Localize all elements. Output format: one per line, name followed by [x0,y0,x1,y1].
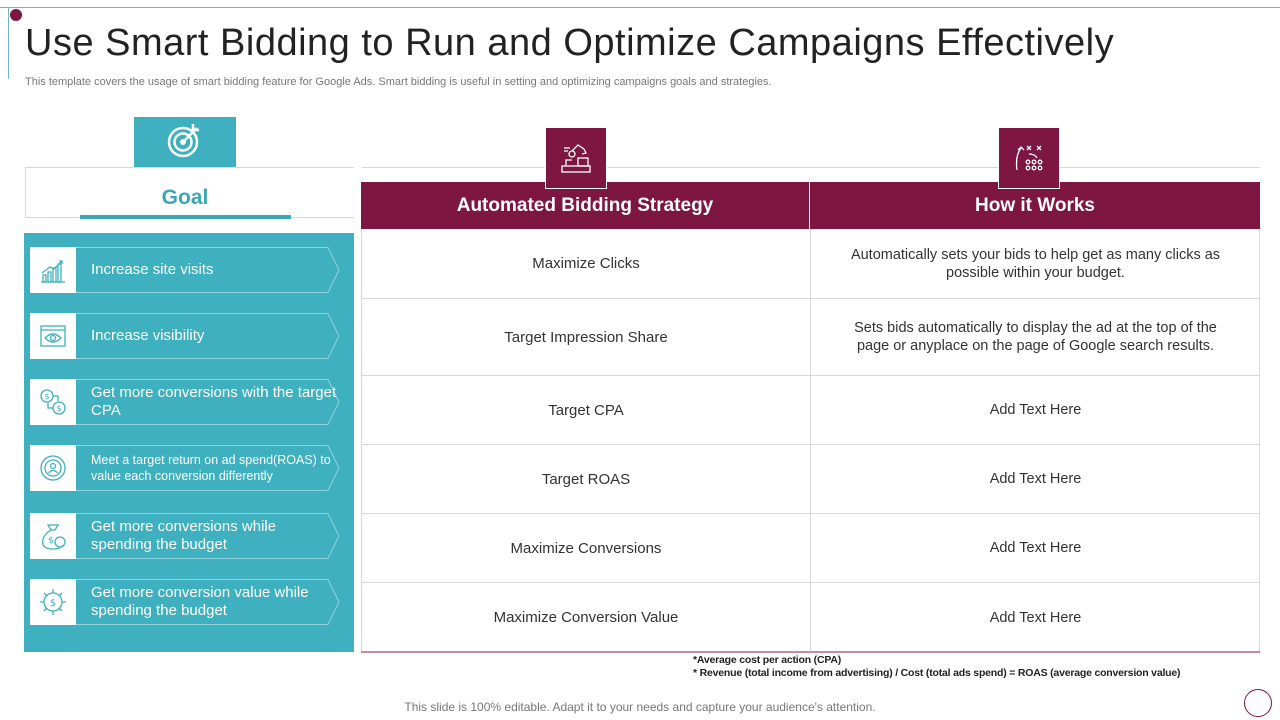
eye-browser-icon [30,313,76,359]
corner-circle [1244,689,1272,717]
table-row: Target Impression Share Sets bids automa… [361,299,1260,376]
strategy-cell: Maximize Conversion Value [362,583,811,652]
goal-item-arrow [76,313,340,359]
table-row: Maximize Conversions Add Text Here [361,514,1260,583]
goal-header-underline [80,215,291,219]
strategy-cell: Target Impression Share [362,299,811,375]
goal-item-label: Get more conversions while spending the … [91,518,277,553]
strategy-play-icon [998,127,1060,189]
svg-text:$: $ [44,392,49,401]
goal-item: Increase visibility [30,313,340,359]
goal-item-label: Meet a target return on ad spend(ROAS) t… [91,453,331,483]
goal-item-arrow [76,247,340,293]
svg-text:$: $ [50,598,56,609]
how-it-works-cell: Sets bids automatically to display the a… [854,320,1217,354]
how-it-works-cell: Add Text Here [989,609,1082,626]
header-automated-bidding-strategy: Automated Bidding Strategy [361,182,810,229]
page-subtitle: This template covers the usage of smart … [25,76,772,88]
target-arrow-icon [165,120,205,165]
goal-header-icon-box [134,117,236,167]
goal-item-arrow [76,379,340,425]
page-title: Use Smart Bidding to Run and Optimize Ca… [25,22,1115,64]
money-bag-icon: $ [30,513,76,559]
goal-item-arrow [76,513,340,559]
left-border-line [8,7,9,79]
how-it-works-cell: Add Text Here [989,402,1082,418]
footnote-roas: * Revenue (total income from advertising… [693,667,1181,679]
person-cycle-icon [30,445,76,491]
svg-text:$: $ [56,404,61,413]
table-row: Maximize Clicks Automatically sets your … [361,229,1260,299]
table-row: Target ROAS Add Text Here [361,445,1260,514]
how-it-works-cell: Add Text Here [989,540,1082,556]
table-row: Target CPA Add Text Here [361,376,1260,445]
goal-item: $ Get more conversion value while spendi… [30,579,340,625]
goal-item-label: Get more conversion value while spending… [91,584,309,619]
header-how-it-works: How it Works [810,182,1260,229]
gear-dollar-icon: $ [30,579,76,625]
corner-dot [10,9,22,21]
strategy-cell: Maximize Clicks [362,229,811,298]
table-bottom-rule [361,651,1260,653]
goal-item-label: Increase site visits [91,261,214,278]
strategy-cell: Maximize Conversions [362,514,811,582]
footnote-cpa: *Average cost per action (CPA) [693,654,842,666]
automation-robot-icon [545,127,607,189]
strategy-cell: Target ROAS [362,445,811,513]
goal-item: Meet a target return on ad spend(ROAS) t… [30,445,340,491]
how-it-works-cell: Automatically sets your bids to help get… [850,246,1221,281]
goal-item-arrow [76,445,340,491]
how-it-works-cell: Add Text Here [989,471,1082,487]
growth-chart-icon [30,247,76,293]
goal-panel: Increase site visits Increase visibility… [24,233,354,652]
table-row: Maximize Conversion Value Add Text Here [361,583,1260,652]
svg-text:$: $ [48,536,54,546]
goal-item: $ $ Get more conversions with the target … [30,379,340,425]
top-border-line [0,7,1280,8]
table-top-rule [362,167,1260,168]
goal-item: $ Get more conversions while spending th… [30,513,340,559]
goal-item-label: Get more conversions with the target CPA [91,384,337,419]
footer-text: This slide is 100% editable. Adapt it to… [404,700,876,714]
goal-item: Increase site visits [30,247,340,293]
slide-footer: This slide is 100% editable. Adapt it to… [0,700,1280,714]
goal-item-arrow [76,579,340,625]
goal-header-label: Goal [161,186,209,209]
dollar-exchange-icon: $ $ [30,379,76,425]
strategy-cell: Target CPA [362,376,811,444]
goal-item-label: Increase visibility [91,327,205,344]
